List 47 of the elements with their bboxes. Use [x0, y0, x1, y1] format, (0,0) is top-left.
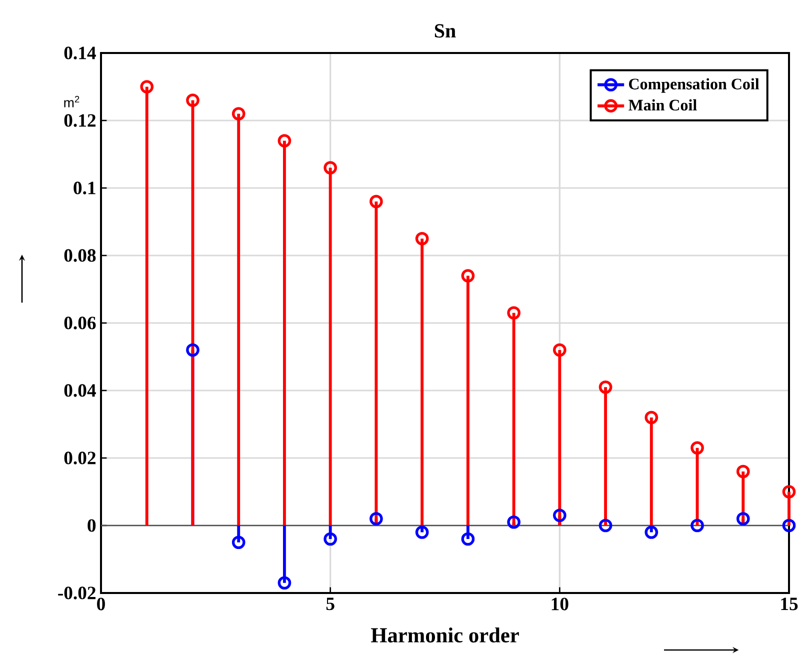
point	[461, 532, 475, 546]
point	[598, 380, 612, 394]
point	[553, 343, 566, 357]
point	[690, 441, 704, 455]
point	[140, 80, 154, 94]
y-tick-label: 0.12	[64, 114, 96, 127]
point	[644, 410, 658, 424]
point	[644, 526, 658, 539]
y-tick-label: 0	[88, 519, 96, 532]
point	[370, 512, 383, 526]
point	[278, 134, 292, 148]
legend-label: Compensation Coil	[629, 78, 760, 93]
point	[553, 508, 566, 522]
x-tick-label: 5	[326, 598, 334, 610]
y-tick-label: -0.02	[58, 586, 96, 600]
y-tick-label: 0.04	[64, 384, 96, 397]
point	[736, 464, 750, 478]
point	[507, 515, 520, 529]
point	[186, 343, 200, 357]
y-tick-label: 0.02	[64, 452, 96, 464]
y-tick-label: 0.1	[74, 182, 96, 194]
x-tick-label: 10	[552, 598, 568, 610]
x-tick-label: 15	[781, 598, 798, 610]
point	[461, 269, 475, 282]
point	[415, 232, 429, 246]
point	[186, 94, 200, 107]
point	[278, 576, 292, 590]
point	[370, 194, 383, 208]
point	[324, 161, 338, 174]
point	[782, 485, 796, 498]
y-axis-title: m$^{2}$	[64, 96, 80, 108]
point	[736, 512, 750, 526]
point	[232, 536, 246, 550]
y-tick-label: 0.14	[64, 46, 96, 60]
point	[690, 518, 704, 532]
point	[782, 518, 796, 532]
point	[324, 532, 338, 546]
point	[415, 526, 429, 539]
chart-title: Sn	[434, 24, 456, 38]
point	[507, 306, 520, 320]
legend-label: Main Coil	[628, 99, 697, 111]
y-tick-label: 0.06	[64, 316, 96, 330]
point	[598, 518, 612, 532]
x-tick-label: 0	[97, 598, 105, 610]
point	[232, 107, 246, 120]
x-axis-title: Harmonic order	[371, 627, 519, 642]
y-tick-label: 0.08	[64, 249, 96, 262]
